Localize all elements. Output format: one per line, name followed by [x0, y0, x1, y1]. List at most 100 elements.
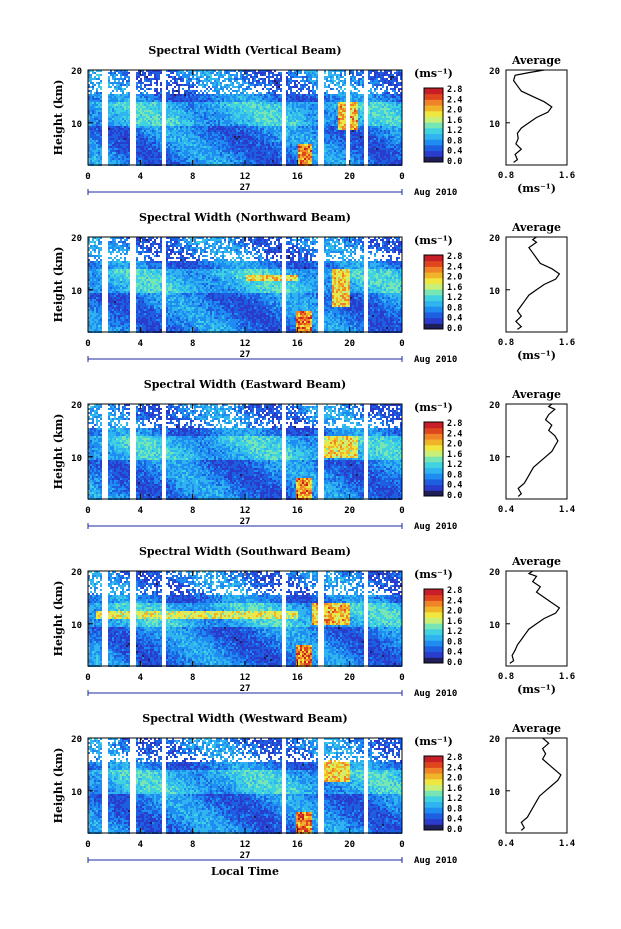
heatmap-cell	[96, 116, 98, 118]
heatmap-cell	[174, 116, 176, 118]
heatmap-cell	[316, 88, 318, 90]
heatmap-cell	[114, 144, 116, 146]
heatmap-cell	[300, 98, 302, 100]
heatmap-cell	[296, 128, 298, 130]
heatmap-cell	[154, 72, 156, 74]
heatmap-cell	[166, 108, 168, 110]
heatmap-cell	[230, 110, 232, 112]
heatmap-cell	[352, 144, 354, 146]
heatmap-cell	[150, 130, 152, 132]
heatmap-cell	[358, 96, 360, 98]
heatmap-cell	[250, 124, 252, 126]
heatmap-cell	[258, 130, 260, 132]
heatmap-cell	[354, 92, 356, 94]
heatmap-cell	[112, 94, 114, 96]
heatmap-cell	[324, 100, 326, 102]
heatmap-cell	[270, 128, 272, 130]
heatmap-cell	[124, 96, 126, 98]
heatmap-cell	[188, 110, 190, 112]
heatmap-cell	[178, 70, 180, 72]
heatmap-cell	[370, 126, 372, 128]
heatmap-cell	[136, 132, 138, 134]
heatmap-cell	[118, 126, 120, 128]
heatmap-cell	[166, 142, 168, 144]
heatmap-cell	[216, 130, 218, 132]
heatmap-cell	[198, 130, 200, 132]
heatmap-cell	[286, 124, 288, 126]
heatmap-cell	[222, 76, 224, 78]
heatmap-cell	[150, 122, 152, 124]
heatmap-cell	[338, 142, 340, 144]
heatmap-cell	[112, 72, 114, 74]
heatmap-cell	[226, 146, 228, 148]
heatmap-cell	[108, 142, 110, 144]
heatmap-cell	[310, 138, 312, 140]
heatmap-cell	[384, 120, 386, 122]
heatmap-cell	[294, 80, 296, 82]
heatmap-cell	[140, 146, 142, 148]
heatmap-cell	[150, 94, 152, 96]
heatmap-cell	[214, 116, 216, 118]
heatmap-cell	[266, 104, 268, 106]
heatmap-cell	[248, 94, 250, 96]
heatmap-cell	[206, 84, 208, 86]
heatmap-cell	[208, 70, 210, 72]
heatmap-cell	[112, 144, 114, 146]
heatmap-cell	[122, 124, 124, 126]
heatmap-cell	[376, 100, 378, 102]
heatmap-cell	[356, 136, 358, 138]
heatmap-cell	[270, 142, 272, 144]
heatmap-cell	[118, 100, 120, 102]
heatmap-cell	[220, 110, 222, 112]
heatmap-cell	[128, 96, 130, 98]
heatmap-cell	[388, 146, 390, 148]
heatmap-cell	[374, 114, 376, 116]
heatmap-cell	[224, 136, 226, 138]
heatmap-cell	[108, 140, 110, 142]
heatmap-cell	[88, 94, 90, 96]
heatmap-cell	[394, 126, 396, 128]
heatmap-cell	[290, 72, 292, 74]
heatmap-cell	[268, 76, 270, 78]
heatmap-cell	[246, 74, 248, 76]
heatmap-cell	[190, 104, 192, 106]
heatmap-cell	[388, 102, 390, 104]
heatmap-cell	[192, 98, 194, 100]
heatmap-cell	[202, 122, 204, 124]
heatmap-cell	[372, 92, 374, 94]
heatmap-cell	[280, 90, 282, 92]
heatmap-cell	[358, 100, 360, 102]
heatmap-cell	[342, 70, 344, 72]
heatmap-cell	[196, 78, 198, 80]
heatmap-cell	[146, 142, 148, 144]
heatmap-cell	[138, 96, 140, 98]
heatmap-cell	[208, 74, 210, 76]
heatmap-cell	[194, 124, 196, 126]
heatmap-cell	[248, 140, 250, 142]
heatmap-cell	[286, 100, 288, 102]
heatmap-cell	[328, 114, 330, 116]
heatmap-cell	[172, 114, 174, 116]
heatmap-cell	[220, 138, 222, 140]
heatmap-cell	[158, 130, 160, 132]
heatmap-cell	[118, 146, 120, 148]
heatmap-cell	[204, 132, 206, 134]
heatmap-cell	[138, 126, 140, 128]
heatmap-cell	[154, 122, 156, 124]
heatmap-cell	[288, 72, 290, 74]
heatmap-cell	[250, 98, 252, 100]
heatmap-cell	[122, 144, 124, 146]
heatmap-cell	[382, 146, 384, 148]
heatmap-cell	[242, 126, 244, 128]
heatmap-cell	[330, 126, 332, 128]
heatmap-cell	[390, 88, 392, 90]
heatmap-cell	[242, 148, 244, 150]
heatmap-cell	[230, 104, 232, 106]
heatmap-cell	[214, 102, 216, 104]
heatmap-cell	[224, 108, 226, 110]
heatmap-cell	[212, 126, 214, 128]
heatmap-cell	[192, 96, 194, 98]
heatmap-cell	[160, 124, 162, 126]
heatmap-cell	[334, 114, 336, 116]
heatmap-cell	[246, 146, 248, 148]
